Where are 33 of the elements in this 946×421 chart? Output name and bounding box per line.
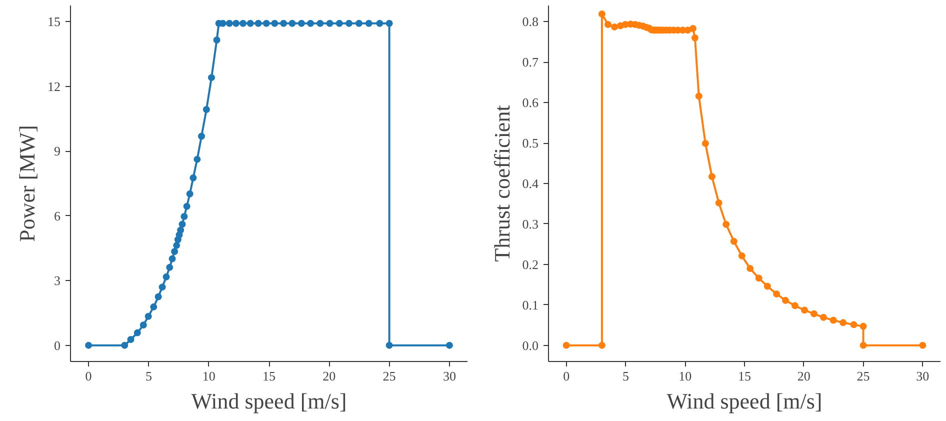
y-tick-label: 0.4	[522, 176, 539, 191]
x-tick-label: 30	[442, 368, 456, 384]
x-axis-title: Wind speed [m/s]	[191, 388, 347, 414]
x-tick-label: 15	[738, 368, 751, 384]
x-tick-label: 10	[678, 368, 692, 384]
x-tick-label: 20	[797, 368, 810, 384]
x-tick-label: 10	[202, 368, 216, 384]
y-tick-label: 0.6	[522, 95, 539, 110]
x-tick-label: 20	[322, 368, 336, 384]
x-tick-label: 0	[563, 368, 570, 384]
y-axis-title: Thrust coefficient	[489, 105, 514, 262]
x-tick-label: 5	[145, 368, 152, 384]
y-tick-label: 6	[54, 208, 61, 224]
x-tick-label: 25	[382, 368, 396, 384]
y-tick-label: 15	[48, 14, 60, 30]
y-tick-label: 3	[54, 273, 60, 288]
y-tick-label: 9	[54, 144, 60, 159]
x-tick-label: 25	[856, 368, 870, 384]
y-tick-label: 0.8	[522, 14, 538, 30]
x-tick-label: 30	[916, 368, 930, 384]
x-tick-label: 5	[622, 368, 629, 384]
y-tick-label: 0.3	[522, 216, 538, 232]
y-tick-label: 12	[48, 78, 60, 94]
y-tick-label: 0.5	[522, 136, 538, 151]
y-tick-label: 0.0	[522, 338, 538, 353]
x-axis-title: Wind speed [m/s]	[666, 388, 822, 414]
y-tick-label: 0.7	[522, 54, 539, 70]
y-tick-label: 0.1	[522, 297, 538, 312]
y-tick-label: 0	[54, 338, 60, 353]
x-tick-label: 0	[85, 368, 92, 384]
y-tick-label: 0.2	[522, 256, 538, 272]
x-tick-label: 15	[262, 368, 276, 384]
y-axis-title: Power [MW]	[14, 125, 40, 242]
